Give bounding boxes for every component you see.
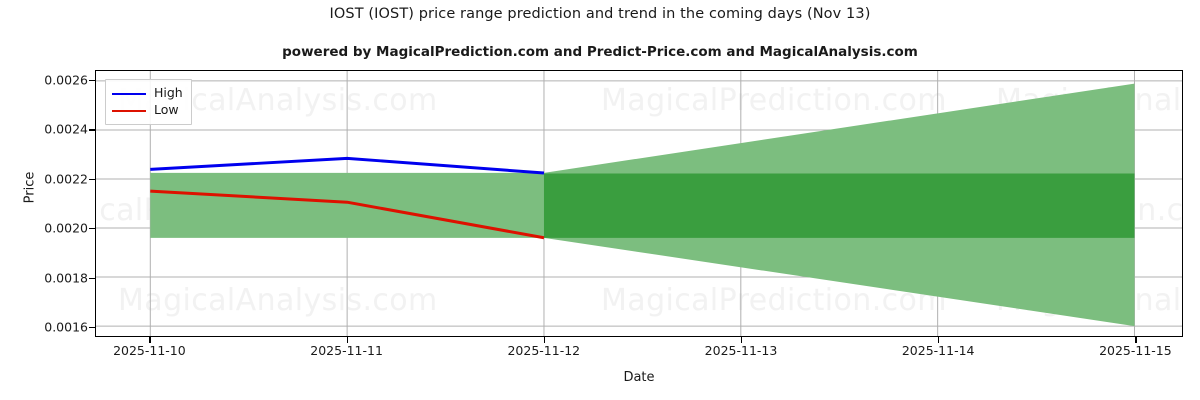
historical-range-band [150, 172, 544, 238]
series-line-low [150, 189, 545, 240]
x-tick-label: 2025-11-11 [310, 343, 383, 358]
plot-svg [96, 71, 1182, 336]
y-tickmark [89, 327, 95, 329]
y-tickmark [89, 178, 95, 180]
x-tick-label: 2025-11-14 [901, 343, 975, 358]
legend-swatch-low [112, 109, 146, 112]
forecast-band-inner [543, 173, 1135, 238]
y-tick-label: 0.0016 [44, 319, 88, 335]
legend-item-high: High [112, 85, 183, 102]
legend-label-low: Low [154, 102, 179, 118]
y-tick-label: 0.0022 [44, 171, 88, 187]
x-tickmark [938, 337, 940, 343]
plot-area: MagicalAnalysis.com MagicalPrediction.co… [95, 70, 1183, 337]
x-tickmark [741, 337, 743, 343]
legend-swatch-high [112, 92, 146, 95]
x-tickmark [543, 337, 545, 343]
legend-label-high: High [154, 85, 183, 101]
x-tickmark [149, 337, 151, 343]
x-tick-label: 2025-11-12 [507, 343, 581, 358]
x-tick-label: 2025-11-15 [1099, 343, 1172, 358]
chart-subtitle: powered by MagicalPrediction.com and Pre… [282, 44, 918, 60]
y-tick-label: 0.0024 [44, 121, 88, 137]
y-axis-label: Price [22, 171, 38, 204]
y-tickmark [89, 80, 95, 82]
x-axis-label: Date [623, 370, 655, 385]
chart-title: IOST (IOST) price range prediction and t… [329, 6, 871, 22]
x-tickmark [346, 337, 348, 343]
y-tickmark [89, 277, 95, 279]
y-tick-label: 0.0018 [44, 270, 88, 286]
x-tick-label: 2025-11-13 [704, 343, 778, 358]
y-tickmark [89, 129, 95, 131]
y-tick-label: 0.0020 [44, 220, 88, 236]
legend-item-low: Low [112, 102, 183, 119]
series-line-high [150, 156, 545, 175]
x-tickmark [1135, 337, 1137, 343]
y-axis-ticks: 0.0016 0.0018 0.0020 0.0022 0.0024 0.002… [0, 0, 88, 400]
chart-legend: High Low [105, 79, 192, 125]
x-tick-label: 2025-11-10 [113, 343, 186, 358]
y-tick-label: 0.0026 [44, 72, 88, 88]
y-tickmark [89, 228, 95, 230]
